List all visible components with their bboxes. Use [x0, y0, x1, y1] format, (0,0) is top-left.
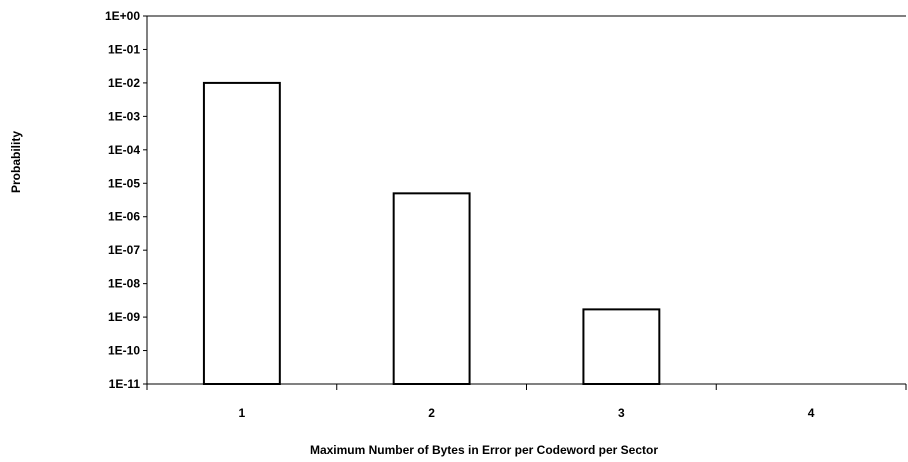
y-tick-label: 1E-07	[108, 243, 140, 257]
x-tick-label: 1	[239, 406, 246, 420]
y-tick-label: 1E-03	[108, 109, 140, 123]
y-tick-label: 1E-01	[108, 42, 140, 56]
y-tick-label: 1E-10	[108, 344, 140, 358]
y-tick-label: 1E-11	[109, 377, 141, 391]
y-tick-label: 1E+00	[105, 9, 140, 23]
y-tick-label: 1E-09	[108, 310, 140, 324]
bar	[582, 308, 661, 385]
bars	[202, 81, 661, 385]
y-axis-title: Probability	[9, 131, 23, 193]
x-tick-label: 3	[618, 406, 625, 420]
y-axis: 1E+00 1E-01 1E-02 1E-03 1E-04 1E-05 1E-06 1E-07…	[105, 9, 147, 391]
y-tick-label: 1E-08	[108, 277, 140, 291]
y-tick-label: 1E-05	[108, 176, 140, 190]
x-axis-title: Maximum Number of Bytes in Error per Cod…	[310, 443, 658, 457]
bar	[202, 81, 281, 385]
x-tick-label: 4	[808, 406, 815, 420]
y-tick-label: 1E-06	[108, 210, 140, 224]
x-tick-label: 2	[428, 406, 435, 420]
y-tick-label: 1E-04	[108, 143, 140, 157]
bar	[392, 192, 471, 385]
y-tick-label: 1E-02	[108, 76, 140, 90]
x-axis: 1 2 3 4	[146, 384, 907, 420]
